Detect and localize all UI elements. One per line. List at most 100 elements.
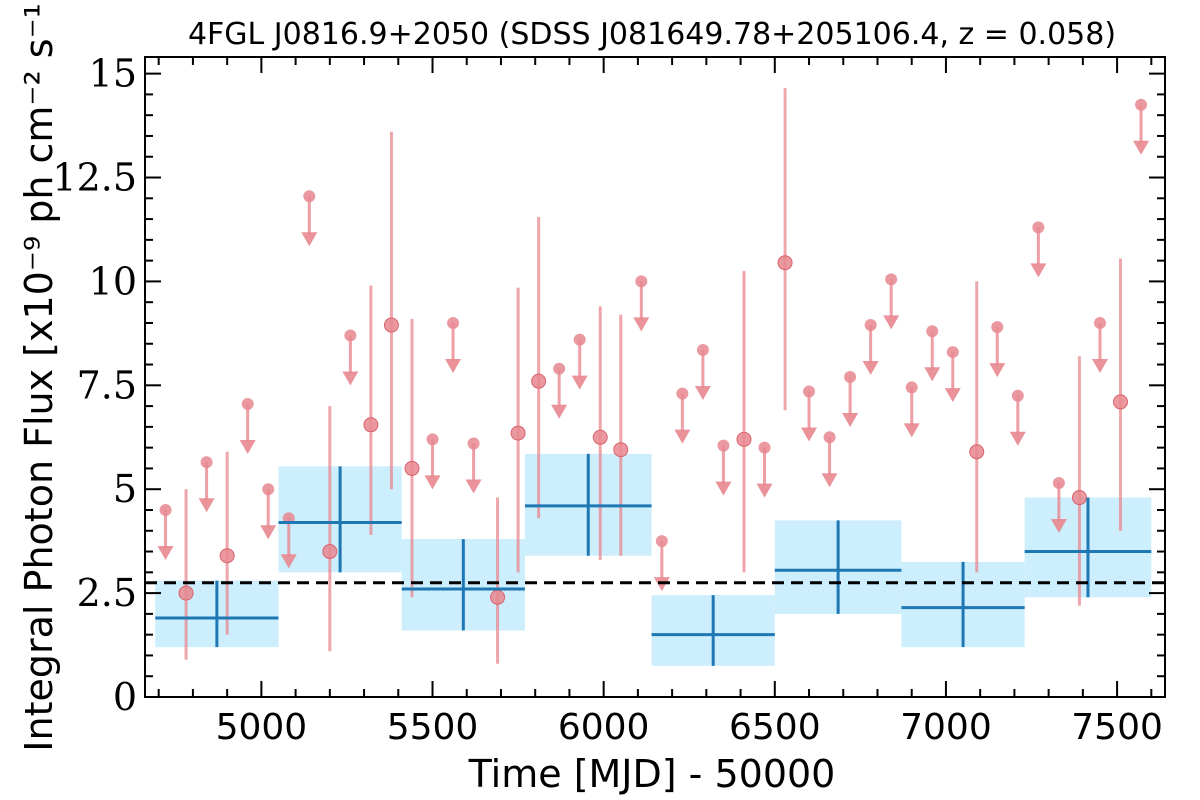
- long-bin-point-2: [401, 539, 525, 631]
- upper-limit-15: [694, 343, 711, 400]
- upper-limit-arrow-head: [465, 479, 482, 494]
- upper-limit-arrow-head: [1030, 263, 1047, 278]
- y-tick-label: 7.5: [77, 363, 137, 407]
- upper-limit-marker: [803, 385, 816, 398]
- upper-limit-arrow-head: [198, 498, 215, 513]
- detection-point-1: [219, 451, 235, 635]
- upper-limit-arrow-head: [944, 388, 961, 403]
- upper-limit-arrow-head: [842, 413, 859, 427]
- upper-limit-arrow-head: [883, 315, 900, 330]
- upper-limit-arrow-head: [694, 385, 711, 400]
- upper-limit-arrow-head: [821, 473, 838, 488]
- upper-limit-marker: [844, 371, 857, 383]
- upper-limit-12: [633, 275, 650, 332]
- upper-limit-arrow-head: [445, 358, 462, 373]
- upper-limit-marker: [1093, 316, 1106, 329]
- detection-point-9: [592, 306, 608, 560]
- upper-limit-14: [674, 387, 691, 444]
- detection-point-8: [531, 217, 547, 519]
- detection-point-14: [1071, 356, 1087, 606]
- detection-marker: [1113, 394, 1129, 410]
- upper-limit-11: [571, 333, 588, 390]
- axes: 5000 5500 6000 6500 7000 7500 0 2.5 5 7.5 10 12.5 15: [52, 52, 1166, 748]
- detection-marker: [531, 373, 547, 389]
- upper-limit-marker: [926, 325, 939, 338]
- long-bin-point-5: [774, 520, 902, 614]
- upper-limit-22: [883, 273, 900, 330]
- upper-limit-marker: [823, 431, 836, 444]
- detection-point-10: [613, 314, 629, 556]
- upper-limit-arrow-head: [1133, 140, 1150, 155]
- upper-limit-arrow-head: [924, 367, 941, 382]
- x-axis-label: Time [MJD] - 50000: [468, 752, 836, 796]
- upper-limit-arrow-head: [551, 404, 568, 419]
- detection-marker: [510, 425, 526, 441]
- long-bin-point-6: [901, 561, 1025, 648]
- detection-marker: [322, 544, 338, 560]
- upper-limit-marker: [447, 316, 460, 329]
- upper-limit-arrow-head: [301, 232, 318, 247]
- upper-limit-marker: [573, 333, 586, 346]
- upper-limit-3: [260, 483, 277, 540]
- y-tick-label: 12.5: [52, 156, 137, 200]
- upper-limit-arrow-head: [1091, 358, 1108, 373]
- upper-limit-marker: [946, 346, 959, 359]
- upper-limit-arrow-head: [424, 475, 441, 490]
- upper-limit-7: [424, 433, 441, 490]
- upper-limit-marker: [200, 456, 213, 469]
- detection-point-5: [404, 318, 420, 598]
- detection-marker: [178, 585, 194, 601]
- y-tick-label: 10: [89, 259, 137, 303]
- upper-limit-marker: [241, 398, 254, 411]
- detection-point-0: [178, 489, 194, 660]
- upper-limit-arrow-head: [157, 545, 174, 560]
- upper-limit-marker: [1011, 389, 1024, 402]
- x-tick-label: 6000: [558, 707, 650, 748]
- detection-marker: [777, 255, 793, 271]
- chart-title: 4FGL J0816.9+2050 (SDSS J081649.78+20510…: [188, 17, 1116, 52]
- y-tick-label: 0: [113, 675, 137, 719]
- upper-limit-9: [465, 437, 482, 494]
- upper-limit-marker: [991, 321, 1004, 334]
- upper-limit-17: [756, 441, 773, 498]
- upper-limit-20: [842, 371, 859, 427]
- long-bin-point-7: [1024, 497, 1152, 598]
- y-tick-label: 5: [113, 467, 137, 511]
- upper-limit-arrow-head: [674, 429, 691, 444]
- detection-marker: [736, 431, 752, 447]
- upper-limit-arrow-head: [862, 361, 879, 376]
- upper-limit-arrow-head: [571, 375, 588, 390]
- detection-marker: [490, 589, 506, 605]
- upper-limit-marker: [1032, 221, 1045, 234]
- long-bin-point-0: [155, 580, 279, 648]
- upper-limit-marker: [696, 343, 709, 356]
- detection-point-6: [490, 497, 506, 664]
- upper-limit-marker: [676, 387, 689, 400]
- upper-limit-marker: [467, 437, 480, 450]
- detection-point-15: [1113, 258, 1129, 531]
- upper-limit-marker: [159, 503, 172, 516]
- upper-limit-29: [1050, 476, 1067, 533]
- detection-marker: [592, 429, 608, 445]
- upper-limit-21: [862, 319, 879, 376]
- upper-limit-arrow-head: [989, 363, 1006, 378]
- detection-point-7: [510, 287, 526, 573]
- plot-frame: [144, 56, 1166, 698]
- upper-limit-marker: [655, 535, 668, 548]
- upper-limit-6: [342, 329, 359, 386]
- upper-limit-marker: [1052, 476, 1065, 489]
- upper-limit-marker: [553, 362, 566, 375]
- upper-limit-marker: [864, 319, 877, 332]
- upper-limit-24: [924, 325, 941, 382]
- upper-limit-19: [821, 431, 838, 488]
- y-axis-label: Integral Photon Flux [x10⁻⁹ ph cm⁻² s⁻¹]: [17, 0, 61, 752]
- upper-limit-30: [1091, 316, 1108, 373]
- upper-limit-23: [903, 381, 920, 438]
- upper-limit-arrow-head: [280, 554, 297, 569]
- x-tick-label: 5500: [387, 707, 479, 748]
- upper-limit-26: [989, 321, 1006, 378]
- upper-limit-marker: [426, 433, 439, 446]
- detection-point-3: [363, 285, 379, 535]
- detection-point-11: [736, 271, 752, 573]
